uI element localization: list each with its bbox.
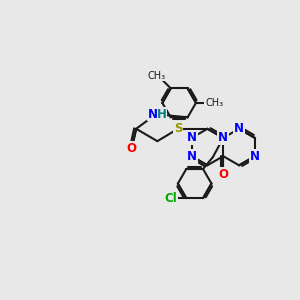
Text: CH₃: CH₃ <box>148 71 166 81</box>
Text: N: N <box>148 108 158 121</box>
Text: N: N <box>187 131 196 144</box>
Text: Cl: Cl <box>165 192 177 205</box>
Text: CH₃: CH₃ <box>205 98 223 108</box>
Text: O: O <box>218 168 228 181</box>
Text: N: N <box>250 150 260 163</box>
Text: H: H <box>157 108 167 121</box>
Text: N: N <box>234 122 244 135</box>
Text: N: N <box>187 150 196 163</box>
Text: O: O <box>127 142 137 155</box>
Text: N: N <box>218 131 228 144</box>
Text: S: S <box>174 122 182 135</box>
